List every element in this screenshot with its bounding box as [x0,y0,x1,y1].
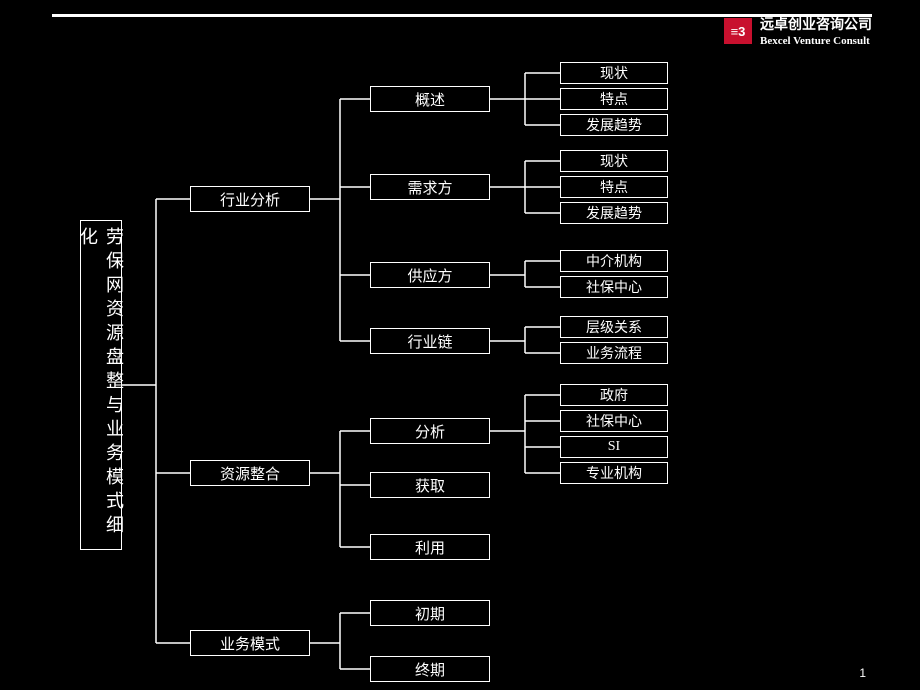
l4-node-8: 层级关系 [560,316,668,338]
l4-node-11: 社保中心 [560,410,668,432]
l4-node-7: 社保中心 [560,276,668,298]
l4-node-3: 现状 [560,150,668,172]
l2-node-2: 业务模式 [190,630,310,656]
l3-node-8: 终期 [370,656,490,682]
l3-node-4: 分析 [370,418,490,444]
l3-node-3: 行业链 [370,328,490,354]
l4-node-4: 特点 [560,176,668,198]
l3-node-2: 供应方 [370,262,490,288]
l2-node-0: 行业分析 [190,186,310,212]
l4-node-0: 现状 [560,62,668,84]
l3-node-1: 需求方 [370,174,490,200]
tree-canvas: 劳保网资源盘整与业务模式细化 行业分析资源整合业务模式 概述需求方供应方行业链分析获… [0,0,920,690]
l4-node-1: 特点 [560,88,668,110]
l4-node-2: 发展趋势 [560,114,668,136]
l4-node-5: 发展趋势 [560,202,668,224]
l3-node-5: 获取 [370,472,490,498]
l4-node-13: 专业机构 [560,462,668,484]
l4-node-12: SI [560,436,668,458]
l2-node-1: 资源整合 [190,460,310,486]
l4-node-9: 业务流程 [560,342,668,364]
l3-node-6: 利用 [370,534,490,560]
l4-node-6: 中介机构 [560,250,668,272]
l3-node-0: 概述 [370,86,490,112]
l3-node-7: 初期 [370,600,490,626]
root-node: 劳保网资源盘整与业务模式细化 [80,220,122,550]
l4-node-10: 政府 [560,384,668,406]
